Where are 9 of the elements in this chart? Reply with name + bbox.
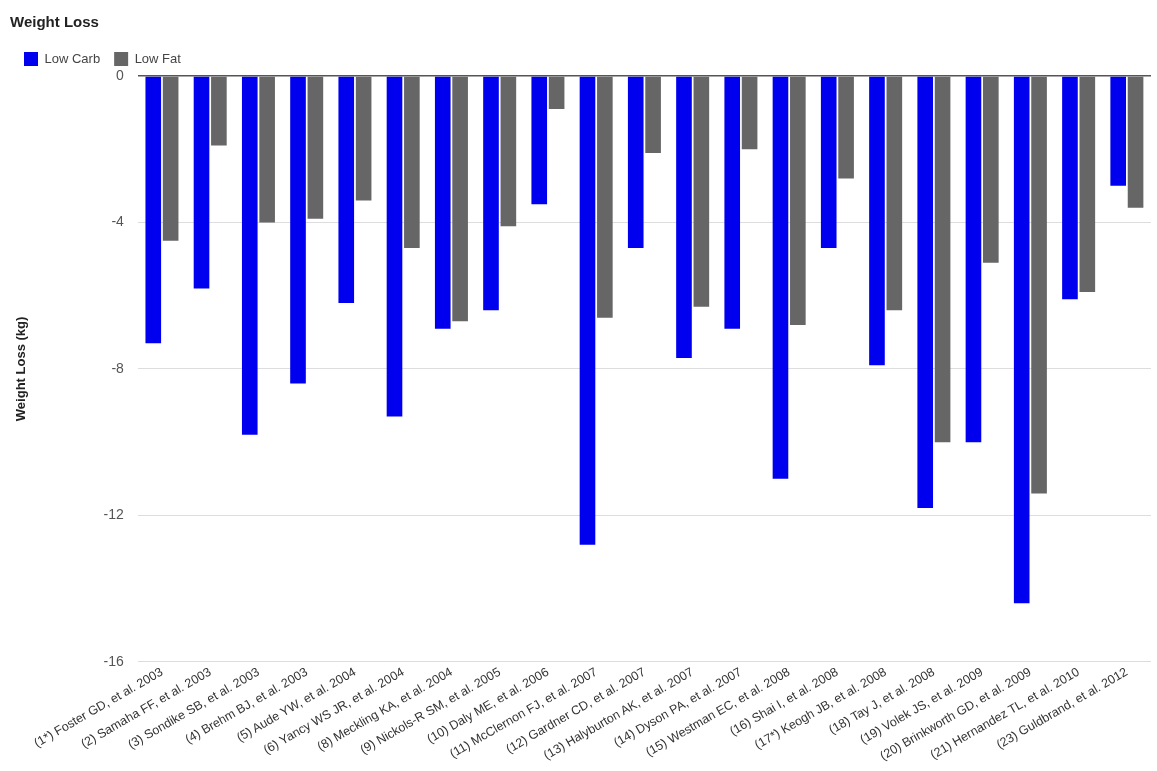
y-tick-label: 0	[116, 66, 125, 83]
chart-title: Weight Loss	[10, 13, 99, 31]
y-tick-label: -4	[111, 213, 125, 230]
y-tick-label: -12	[103, 506, 125, 523]
legend-label: Low Carb	[44, 50, 101, 66]
y-tick-label: -8	[111, 359, 125, 376]
y-tick-label: -16	[103, 652, 125, 669]
legend-label: Low Fat	[134, 50, 182, 66]
y-axis-title: Weight Loss (kg)	[13, 316, 29, 422]
